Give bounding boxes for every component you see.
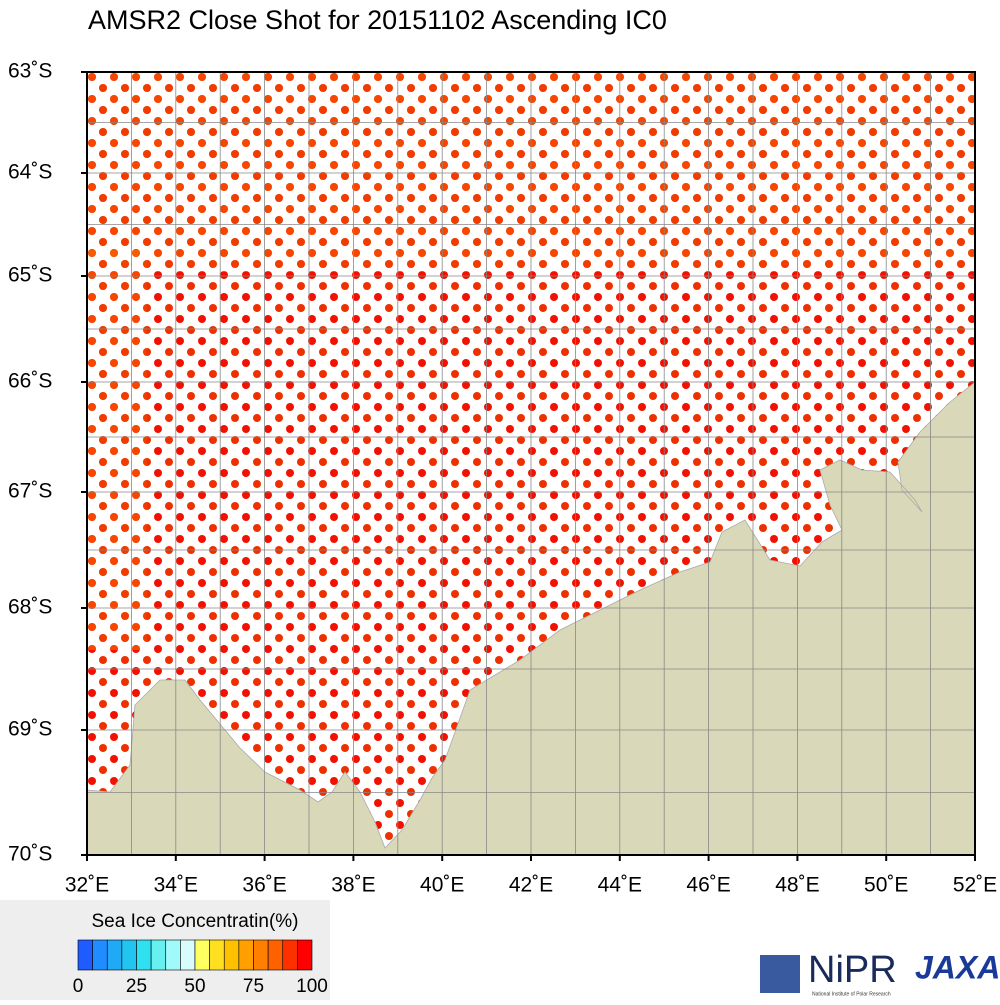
colorbar-swatch: [253, 939, 269, 971]
colorbar-swatch: [77, 939, 93, 971]
lon-label: 32˚E: [65, 874, 109, 897]
lon-label: 46˚E: [686, 874, 730, 897]
lat-label: 69˚S: [8, 718, 52, 741]
colorbar-swatch: [223, 939, 240, 971]
nipr-icon: [760, 955, 800, 993]
lon-label: 44˚E: [598, 874, 642, 897]
colorbar-label: 25: [126, 976, 147, 997]
colorbar-title: Sea Ice Concentratin(%): [92, 911, 299, 932]
colorbar-swatch: [238, 939, 254, 971]
colorbar-swatch: [165, 939, 181, 971]
lat-label: 63˚S: [8, 60, 52, 83]
title: AMSR2 Close Shot for 20151102 Ascending …: [88, 5, 667, 35]
lat-label: 67˚S: [8, 480, 52, 503]
jaxa-logo: JAXA: [915, 949, 1000, 985]
colorbar-label: 100: [296, 976, 328, 997]
lon-label: 40˚E: [420, 874, 464, 897]
lat-label: 68˚S: [8, 596, 52, 619]
colorbar-swatch: [267, 939, 284, 971]
colorbar-swatch: [150, 939, 167, 971]
lat-label: 66˚S: [8, 370, 52, 393]
nipr-logo: NiPR: [808, 949, 897, 991]
colorbar-swatch: [194, 939, 210, 971]
lat-label: 70˚S: [8, 843, 52, 866]
lon-label: 42˚E: [509, 874, 553, 897]
colorbar-swatch: [136, 939, 152, 971]
lon-label: 36˚E: [242, 874, 286, 897]
colorbar-label: 50: [184, 976, 205, 997]
lon-label: 50˚E: [864, 874, 908, 897]
lon-label: 38˚E: [331, 874, 375, 897]
nipr-sub: National Institute of Polar Research: [812, 991, 891, 997]
lat-label: 65˚S: [8, 264, 52, 287]
colorbar-swatch: [297, 939, 313, 971]
colorbar-swatch: [282, 939, 298, 971]
lat-label: 64˚S: [8, 161, 52, 184]
colorbar-label: 75: [243, 976, 264, 997]
colorbar-swatch: [106, 939, 123, 971]
colorbar-swatch: [209, 939, 225, 971]
colorbar-swatch: [180, 939, 196, 971]
plot-area: [87, 72, 975, 855]
colorbar-swatch: [92, 939, 108, 971]
colorbar-swatch: [121, 939, 137, 971]
lon-label: 34˚E: [154, 874, 198, 897]
lon-label: 52˚E: [953, 874, 997, 897]
ice-field-low: [87, 250, 147, 650]
lon-label: 48˚E: [775, 874, 819, 897]
colorbar-label: 0: [73, 976, 84, 997]
grid: [87, 72, 975, 855]
